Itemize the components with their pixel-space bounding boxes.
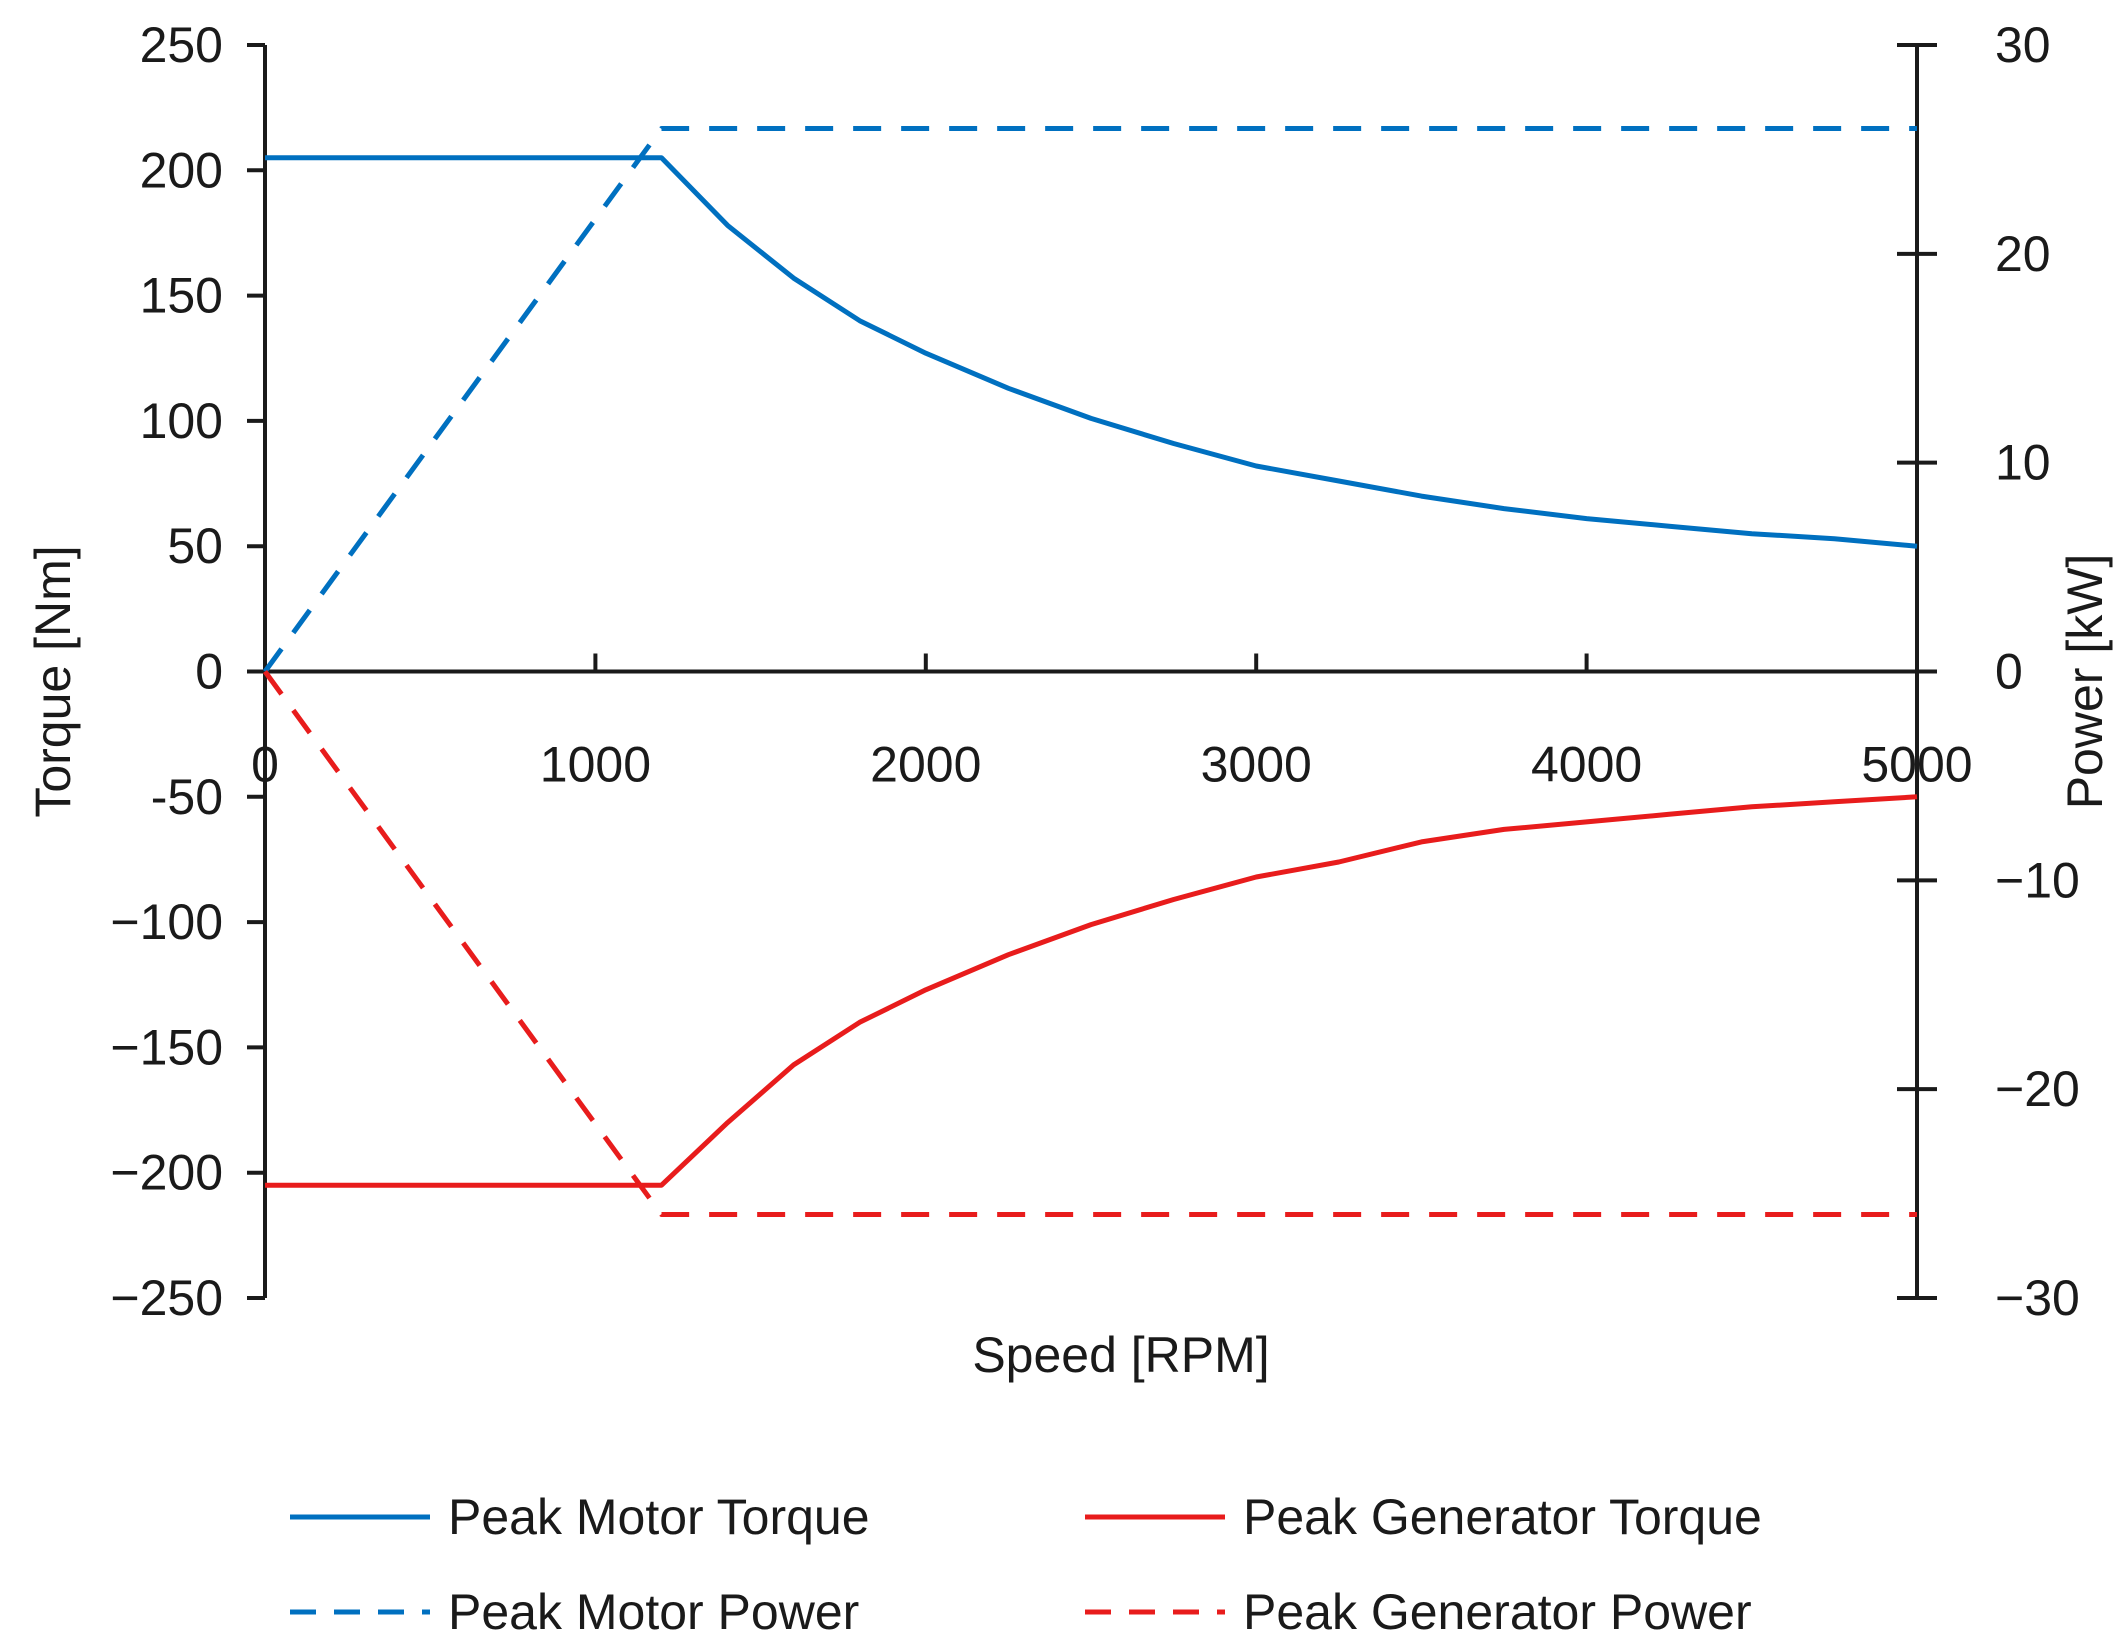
x-tick-label: 5000 xyxy=(1861,737,1972,793)
series-line-peak-motor-torque xyxy=(265,155,1918,549)
y-tick-label-right: −30 xyxy=(1995,1270,2080,1326)
x-tick-label: 4000 xyxy=(1531,737,1642,793)
series-line-peak-motor-power xyxy=(262,126,1917,673)
y-tick-label-left: −150 xyxy=(110,1019,223,1075)
legend: Peak Motor Torque Peak Generator Torque Pe… xyxy=(290,1489,1762,1640)
axes-layer xyxy=(247,43,1937,1300)
y-tick-label-left: 150 xyxy=(140,268,223,324)
legend-label-peak-generator-power: Peak Generator Power xyxy=(1243,1584,1752,1640)
y-tick-label-left: 50 xyxy=(167,518,223,574)
x-tick-label: 2000 xyxy=(870,737,981,793)
y-tick-label-left: 0 xyxy=(195,644,223,700)
y-tick-label-right: −10 xyxy=(1995,852,2080,908)
y-tick-label-left: 100 xyxy=(140,393,223,449)
x-tick-label: 0 xyxy=(251,737,279,793)
y-tick-label-left: −250 xyxy=(110,1270,223,1326)
y-tick-label-right: 30 xyxy=(1995,17,2051,73)
x-tick-label: 3000 xyxy=(1201,737,1312,793)
legend-label-peak-motor-torque: Peak Motor Torque xyxy=(448,1489,870,1545)
y-tick-label-right: 20 xyxy=(1995,226,2051,282)
y-tick-label-right: 0 xyxy=(1995,644,2023,700)
y-tick-label-right: 10 xyxy=(1995,435,2051,491)
series-layer xyxy=(262,126,1918,1217)
y-tick-label-left: −100 xyxy=(110,894,223,950)
y-tick-label-left: 250 xyxy=(140,17,223,73)
y-tick-label-left: −200 xyxy=(110,1145,223,1201)
x-tick-label: 1000 xyxy=(540,737,651,793)
labels-layer: 250200150100500-50−100−150−200−250302010… xyxy=(25,17,2113,1383)
legend-label-peak-motor-power: Peak Motor Power xyxy=(448,1584,859,1640)
legend-label-peak-generator-torque: Peak Generator Torque xyxy=(1243,1489,1762,1545)
series-line-peak-generator-power xyxy=(262,670,1917,1217)
y-axis-title-left: Torque [Nm] xyxy=(25,545,81,817)
x-axis-title: Speed [RPM] xyxy=(972,1327,1269,1383)
series-line-peak-generator-torque xyxy=(265,794,1918,1188)
y-tick-label-left: 200 xyxy=(140,142,223,198)
y-axis-title-right: Power [kW] xyxy=(2057,554,2113,810)
y-tick-label-right: −20 xyxy=(1995,1061,2080,1117)
y-tick-label-left: -50 xyxy=(151,769,223,825)
